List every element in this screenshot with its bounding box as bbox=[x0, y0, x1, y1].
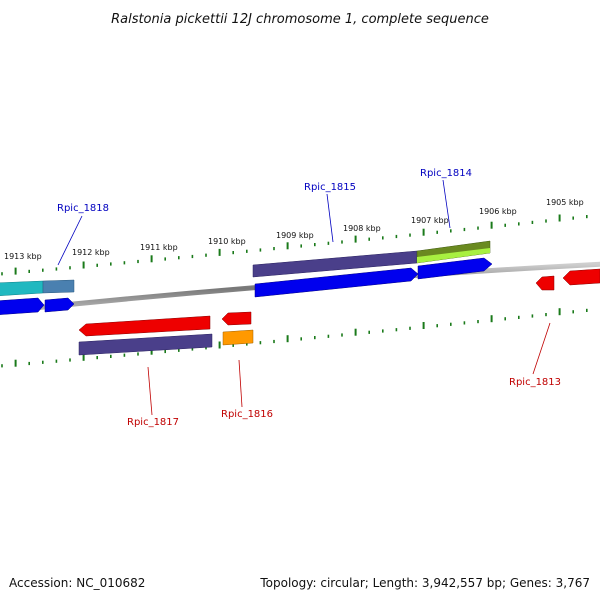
map-title: Ralstonia pickettii 12J chromosome 1, co… bbox=[111, 12, 489, 27]
gene-red-far-right[interactable] bbox=[563, 269, 600, 285]
gene-purple-lower[interactable] bbox=[79, 334, 212, 355]
gene-red-rpic-1813[interactable] bbox=[536, 276, 554, 290]
genome-map: Ralstonia pickettii 12J chromosome 1, co… bbox=[0, 0, 600, 600]
scale-label-1905: 1905 kbp bbox=[546, 198, 584, 207]
scale-label-1911: 1911 kbp bbox=[140, 243, 178, 252]
label-rpic-1814[interactable]: Rpic_1814 bbox=[420, 168, 472, 179]
leader-rpic-1815 bbox=[327, 194, 333, 242]
label-rpic-1815[interactable]: Rpic_1815 bbox=[304, 182, 356, 193]
leader-rpic-1816 bbox=[239, 360, 242, 407]
label-rpic-1817[interactable]: Rpic_1817 bbox=[127, 417, 179, 428]
gene-orange-rpic-1816[interactable] bbox=[223, 330, 253, 345]
accession-text: Accession: NC_010682 bbox=[9, 576, 145, 590]
scale-label-1913: 1913 kbp bbox=[4, 252, 42, 261]
gene-blue-small[interactable] bbox=[45, 298, 74, 312]
label-rpic-1816[interactable]: Rpic_1816 bbox=[221, 409, 273, 420]
scale-label-1912: 1912 kbp bbox=[72, 248, 110, 257]
scale-label-1906: 1906 kbp bbox=[479, 207, 517, 216]
gene-teal-left[interactable] bbox=[0, 281, 43, 296]
topology-summary: Topology: circular; Length: 3,942,557 bp… bbox=[259, 576, 590, 590]
gene-red-small[interactable] bbox=[222, 312, 251, 325]
gene-red-rpic-1817[interactable] bbox=[79, 316, 210, 336]
leader-rpic-1817 bbox=[148, 367, 152, 415]
label-rpic-1818[interactable]: Rpic_1818 bbox=[57, 203, 109, 214]
leader-rpic-1818 bbox=[58, 216, 82, 265]
scale-label-1909: 1909 kbp bbox=[276, 231, 314, 240]
scale-label-1907: 1907 kbp bbox=[411, 216, 449, 225]
genome-map-canvas: Ralstonia pickettii 12J chromosome 1, co… bbox=[0, 0, 600, 600]
scale-label-1910: 1910 kbp bbox=[208, 237, 246, 246]
label-rpic-1813[interactable]: Rpic_1813 bbox=[509, 377, 561, 388]
gene-teal-rpic-1818[interactable] bbox=[43, 280, 74, 293]
leader-rpic-1813 bbox=[533, 323, 550, 374]
gene-blue-left[interactable] bbox=[0, 298, 44, 315]
scale-label-1908: 1908 kbp bbox=[343, 224, 381, 233]
lower-scale-ticks bbox=[2, 308, 587, 367]
